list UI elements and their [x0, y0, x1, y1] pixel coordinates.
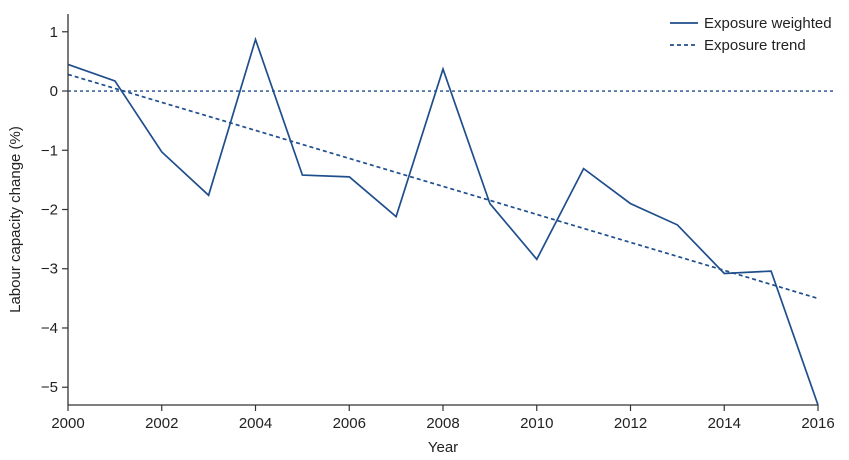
x-tick-label: 2014 — [708, 415, 741, 432]
y-tick-label: −1 — [41, 142, 58, 159]
x-tick-label: 2006 — [333, 415, 366, 432]
y-tick-label: −3 — [41, 261, 58, 278]
y-axis-title: Labour capacity change (%) — [7, 126, 24, 313]
x-tick-label: 2010 — [520, 415, 553, 432]
y-tick-label: −4 — [41, 320, 58, 337]
x-tick-label: 2008 — [426, 415, 459, 432]
legend-label-exposure-trend: Exposure trend — [704, 37, 806, 54]
series-line-exposure-trend — [67, 73, 819, 300]
x-tick-label: 2004 — [239, 415, 272, 432]
axes-layer — [67, 14, 818, 406]
series-line-exposure-weighted — [67, 36, 819, 406]
x-tick-label: 2012 — [614, 415, 647, 432]
y-tick-label: 1 — [50, 24, 58, 41]
x-axis-title: Year — [428, 439, 458, 456]
x-tick-label: 2016 — [801, 415, 834, 432]
legend-label-exposure-weighted: Exposure weighted — [704, 15, 832, 32]
ticks-layer: 2000 2002 2004 2006 2008 2010 2012 2014 2016 1 0 −1… — [41, 24, 835, 432]
y-tick-label: −2 — [41, 202, 58, 219]
x-tick-label: 2000 — [51, 415, 84, 432]
y-tick-label: −5 — [41, 379, 58, 396]
y-tick-label: 0 — [50, 83, 58, 100]
legend: Exposure weighted Exposure trend — [670, 15, 832, 54]
series-layer — [67, 36, 819, 406]
x-tick-label: 2002 — [145, 415, 178, 432]
